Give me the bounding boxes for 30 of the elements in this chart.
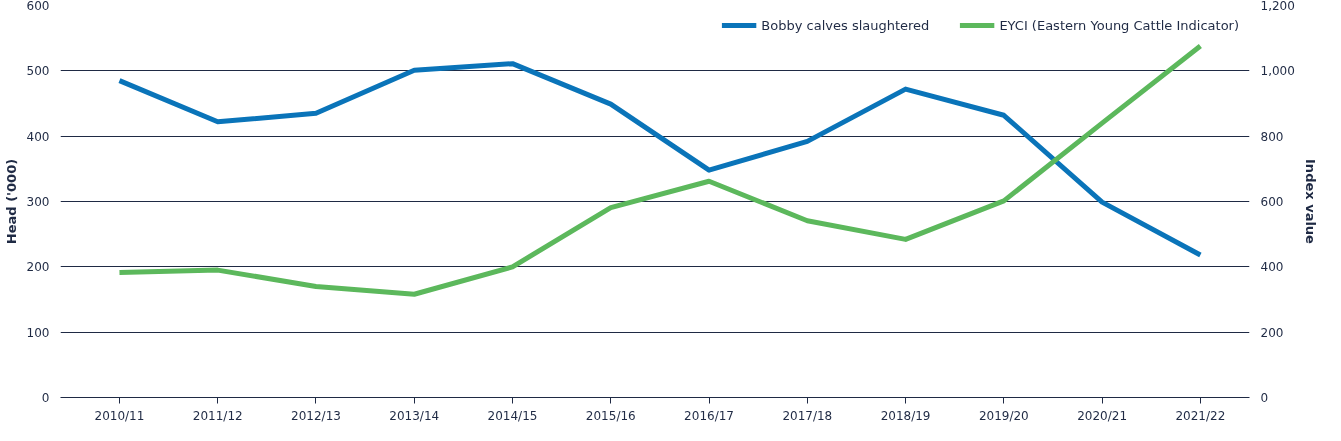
x-tick-label: 2014/15	[487, 408, 538, 423]
y2-tick-label: 200	[1260, 325, 1284, 340]
x-tick-label: 2018/19	[880, 408, 931, 423]
y-tick-label: 300	[26, 195, 50, 209]
y2-tick-label: 1,200	[1260, 0, 1295, 13]
x-tick-label: 2017/18	[782, 408, 833, 423]
y2-tick-label: 0	[1260, 391, 1269, 405]
y2-tick-label: 800	[1260, 129, 1284, 144]
x-tick-label: 2021/22	[1175, 408, 1226, 423]
y2-tick-label: 1,000	[1260, 64, 1295, 79]
legend-label: Bobby calves slaughtered	[761, 17, 930, 33]
y-tick-label: 500	[26, 64, 50, 79]
x-tick-label: 2019/20	[978, 408, 1029, 423]
legend-label: EYCI (Eastern Young Cattle Indicator)	[999, 17, 1239, 33]
x-tick-label: 2015/16	[585, 408, 636, 423]
x-tick-label: 2010/11	[94, 408, 145, 423]
y2-tick-label: 600	[1260, 195, 1284, 209]
y-tick-label: 400	[26, 129, 50, 144]
x-tick-label: 2013/14	[389, 408, 440, 423]
x-tick-label: 2016/17	[684, 408, 734, 423]
y2-tick-label: 400	[1260, 260, 1284, 275]
y2-axis-title: Index value	[1302, 159, 1318, 245]
x-tick-label: 2020/21	[1077, 408, 1128, 423]
x-tick-label: 2012/13	[291, 408, 341, 423]
y-axis-title: Head ('000)	[3, 158, 19, 245]
y-tick-label: 100	[26, 325, 50, 340]
y-tick-label: 200	[26, 260, 50, 275]
y-tick-label: 0	[41, 391, 50, 405]
y-tick-label: 600	[26, 0, 50, 13]
x-tick-label: 2011/12	[192, 408, 243, 423]
